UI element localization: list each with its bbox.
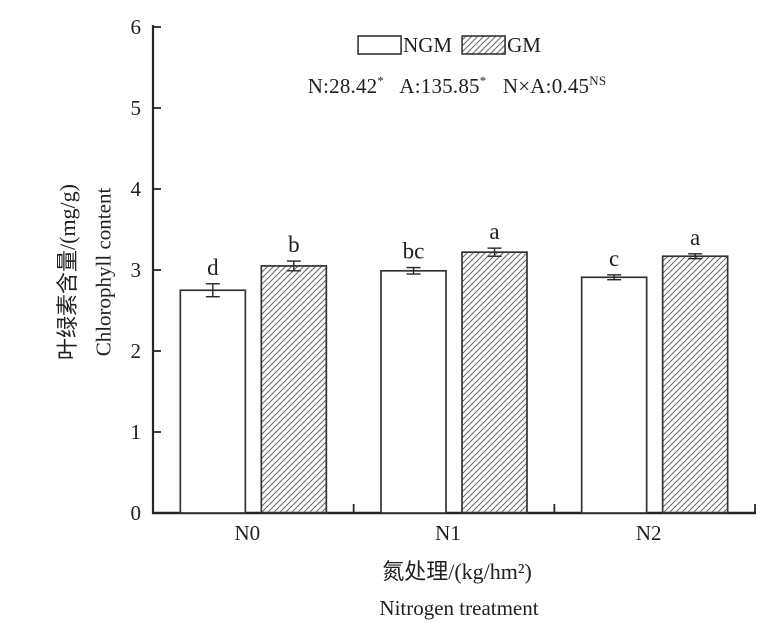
sig-letter: c bbox=[609, 246, 619, 271]
legend-item-gm: GM bbox=[461, 33, 541, 57]
sig-letter: b bbox=[288, 232, 300, 257]
sig-letter: d bbox=[207, 255, 219, 280]
x-axis-title-en: Nitrogen treatment bbox=[379, 596, 539, 620]
x-axis-title-zh: 氮处理/(kg/hm²) bbox=[382, 559, 532, 584]
legend-item-ngm: NGM bbox=[357, 33, 453, 57]
y-tick-label: 4 bbox=[131, 177, 142, 201]
bar-gm-n2 bbox=[661, 255, 729, 514]
y-tick-label: 2 bbox=[131, 339, 142, 363]
legend-label-gm: GM bbox=[507, 33, 541, 57]
anova-segment-n: N:28.42* bbox=[307, 73, 385, 98]
legend-swatch-open-icon bbox=[357, 35, 402, 55]
legend: NGM GM bbox=[357, 33, 541, 57]
sig-letter: a bbox=[690, 225, 700, 250]
bar-ngm-n2 bbox=[580, 276, 648, 514]
legend-label-ngm: NGM bbox=[403, 33, 453, 57]
y-tick-label: 5 bbox=[131, 96, 142, 120]
legend-swatch-hatched-icon bbox=[461, 35, 506, 55]
y-tick-label: 0 bbox=[131, 501, 142, 525]
sig-letter: a bbox=[489, 219, 499, 244]
x-category-label: N2 bbox=[636, 521, 662, 545]
bar-gm-n1 bbox=[461, 251, 528, 514]
anova-annotation: N:28.42* A:135.85* N×A:0.45NS bbox=[308, 74, 607, 99]
bar-ngm-n0 bbox=[179, 289, 247, 514]
anova-segment-a: A:135.85* bbox=[399, 73, 487, 98]
anova-segment-nxa: N×A:0.45NS bbox=[502, 73, 607, 98]
y-tick-label: 3 bbox=[131, 258, 142, 282]
x-category-label: N0 bbox=[234, 521, 260, 545]
y-axis-title-zh: 叶绿素含量/(mg/g) bbox=[55, 184, 80, 360]
y-axis-title-en: Chlorophyll content bbox=[91, 187, 116, 357]
y-tick-label: 6 bbox=[131, 15, 142, 39]
bar-gm-n0 bbox=[260, 265, 328, 514]
sig-letter: bc bbox=[403, 239, 425, 264]
bar-ngm-n1 bbox=[380, 269, 447, 514]
y-tick-label: 1 bbox=[131, 420, 142, 444]
x-category-label: N1 bbox=[435, 521, 461, 545]
